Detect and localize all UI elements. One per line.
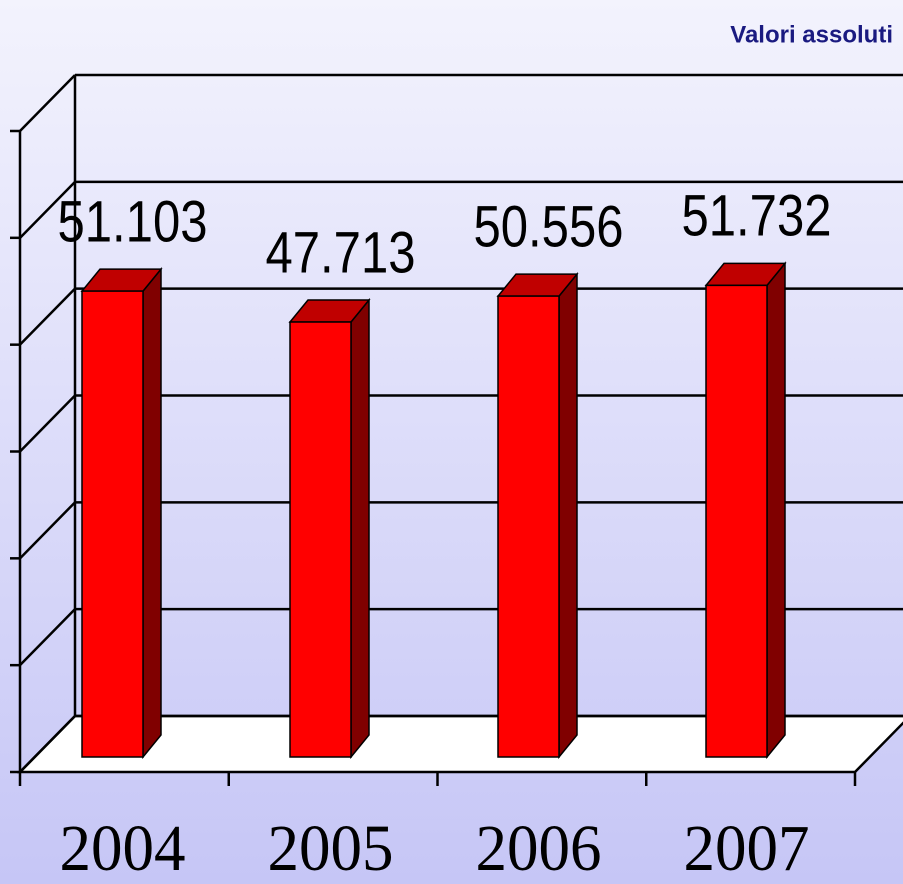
grid-line-side: [19, 394, 76, 453]
x-tick-label: 2005: [268, 812, 394, 884]
bar-side: [766, 261, 786, 760]
grid-line-side: [19, 74, 76, 132]
bar-side: [350, 297, 370, 760]
data-label: 50.556: [474, 194, 624, 259]
data-label: 47.713: [266, 220, 416, 285]
grid-line-side: [19, 180, 76, 239]
grid-line-side: [19, 608, 76, 667]
x-tick-label: 2007: [684, 812, 810, 884]
bar-side: [142, 267, 162, 760]
bar: [705, 284, 768, 758]
x-tick-label: 2004: [60, 812, 186, 884]
bar: [289, 321, 352, 758]
bar: [81, 290, 144, 758]
bar-side: [558, 271, 578, 760]
data-label: 51.732: [682, 184, 832, 249]
grid-line-side: [19, 501, 76, 560]
chart-title: Valori assoluti: [730, 21, 893, 48]
bar: [497, 295, 560, 758]
grid-line-side: [19, 715, 76, 773]
x-tick-label: 2006: [476, 812, 602, 884]
data-label: 51.103: [58, 189, 208, 254]
grid-line-side: [19, 287, 76, 346]
